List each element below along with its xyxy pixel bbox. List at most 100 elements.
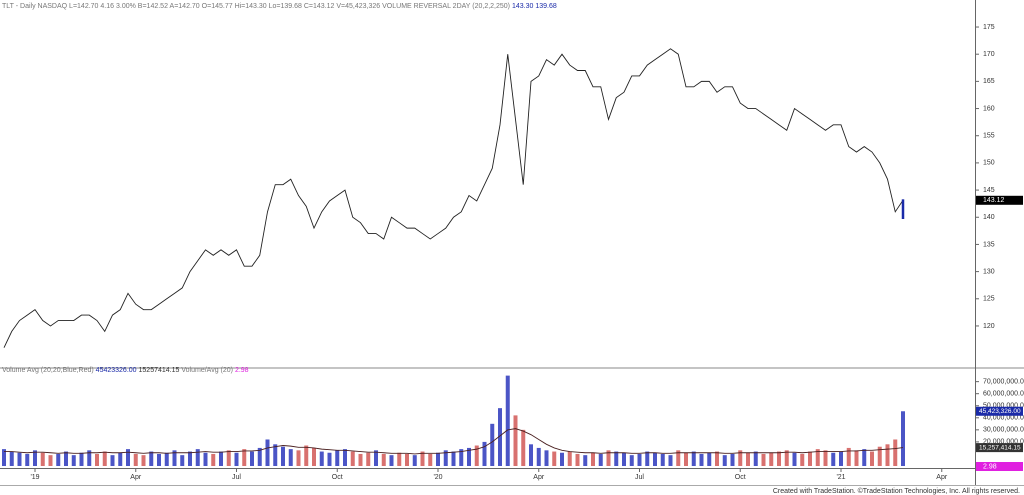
volume-bar: [443, 450, 448, 466]
volume-bar: [560, 452, 564, 466]
volume-bar: [350, 451, 355, 466]
footer: Created with TradeStation. ©TradeStation…: [773, 487, 1020, 495]
last-value-label: 45,423,326.00: [979, 408, 1021, 415]
volume-bar: [746, 452, 750, 466]
volume-bar: [296, 450, 301, 466]
volume-bar: [505, 375, 510, 466]
y-tick-label: 120: [983, 323, 995, 330]
volume-bar: [250, 451, 254, 466]
volume-bar: [637, 453, 642, 466]
volume-bar: [699, 453, 704, 466]
volume-bar: [529, 444, 533, 466]
y-tick-label: 150: [983, 160, 995, 167]
volume-bar: [118, 452, 123, 466]
volume-bar: [606, 450, 611, 466]
volume-bar: [653, 452, 657, 466]
y-tick-label: 20,000,000.00: [983, 439, 1024, 446]
volume-bar: [126, 449, 130, 466]
ratio-value: 2.98: [235, 367, 249, 374]
volume-bar: [242, 449, 247, 466]
volume-bar: [482, 441, 487, 466]
volume-bar: [823, 450, 828, 466]
volume-bar: [846, 447, 851, 466]
volume-bar: [544, 450, 549, 466]
volume-bar: [800, 453, 805, 466]
volume-bar: [474, 445, 479, 466]
volume-bar: [327, 452, 332, 466]
volume-bar: [591, 452, 595, 466]
volume-bar: [498, 408, 502, 466]
reversal-low: 139.68: [535, 3, 557, 10]
header-item: NASDAQ: [38, 3, 68, 10]
volume-bar: [885, 444, 890, 466]
volume-bar: [660, 453, 665, 466]
volume-bar: [769, 452, 774, 466]
y-tick-label: 70,000,000.00: [983, 378, 1024, 385]
volume-bar: [552, 451, 557, 466]
header-item: A=142.70: [170, 3, 200, 10]
volume-bar: [71, 455, 76, 466]
header-item: C=143.12: [304, 3, 335, 10]
y-tick-label: 165: [983, 78, 995, 85]
x-tick-label: Jul: [635, 474, 644, 481]
volume-bar: [389, 455, 394, 466]
volume-bar: [374, 450, 378, 466]
volume-bar: [219, 451, 223, 466]
volume-bar: [622, 452, 626, 466]
last-price-label: 143.12: [983, 197, 1005, 204]
volume-bar: [567, 451, 572, 466]
volume-bar: [645, 451, 650, 466]
x-tick-label: '21: [836, 474, 845, 481]
volume-bar: [877, 446, 882, 466]
volume-bar: [304, 445, 309, 466]
volume-bar: [436, 452, 440, 466]
volume-bar: [575, 453, 580, 466]
volume-bar: [188, 451, 192, 466]
header-item: O=145.77: [202, 3, 233, 10]
volume-bar: [180, 455, 185, 466]
volume-bar: [405, 453, 409, 466]
header-item: Lo=139.68: [269, 3, 302, 10]
volume-bar: [195, 449, 200, 466]
price-line: [3, 48, 904, 348]
y-tick-label: 125: [983, 296, 995, 303]
volume-bar: [203, 452, 208, 466]
volume-bar: [366, 452, 371, 466]
volume-bar: [536, 447, 541, 466]
volume-bar: [893, 439, 898, 466]
y-tick-label: 30,000,000.00: [983, 427, 1024, 434]
volume-bar: [707, 452, 712, 466]
volume-bar: [761, 453, 766, 466]
volume-bar: [265, 439, 270, 466]
volume-bar: [133, 453, 138, 466]
y-tick-label: 60,000,000.00: [983, 391, 1024, 398]
header-item: V=45,423,326: [336, 3, 380, 10]
x-tick-label: Jul: [232, 474, 241, 481]
volume-bar: [149, 451, 154, 466]
ratio-flag-label: 2.98: [983, 463, 997, 470]
y-tick-label: 155: [983, 133, 995, 140]
ratio-name: Volume/Avg (20): [181, 367, 233, 374]
volume-bar: [25, 453, 30, 466]
volume-bar: [831, 452, 836, 466]
volume-header-value: 15257414.15: [139, 367, 180, 374]
volume-bar: [901, 411, 905, 466]
volume-bar: [870, 451, 874, 466]
last-value-flag: [976, 443, 1023, 453]
volume-bar: [459, 449, 464, 466]
volume-bar: [808, 451, 812, 466]
volume-bar: [319, 451, 324, 466]
header-item: Hi=143.30: [235, 3, 267, 10]
volume-bar: [629, 455, 634, 466]
volume-bar: [87, 450, 92, 466]
y-tick-label: 145: [983, 187, 995, 194]
volume-bar: [738, 450, 743, 466]
x-tick-label: '19: [30, 474, 39, 481]
last-value-label: 15,257,414.15: [979, 444, 1021, 451]
volume-bar: [815, 449, 820, 466]
volume-bar: [281, 446, 285, 466]
volume-bar: [226, 450, 231, 466]
volume-bar: [676, 450, 681, 466]
volume-bar: [102, 451, 107, 466]
